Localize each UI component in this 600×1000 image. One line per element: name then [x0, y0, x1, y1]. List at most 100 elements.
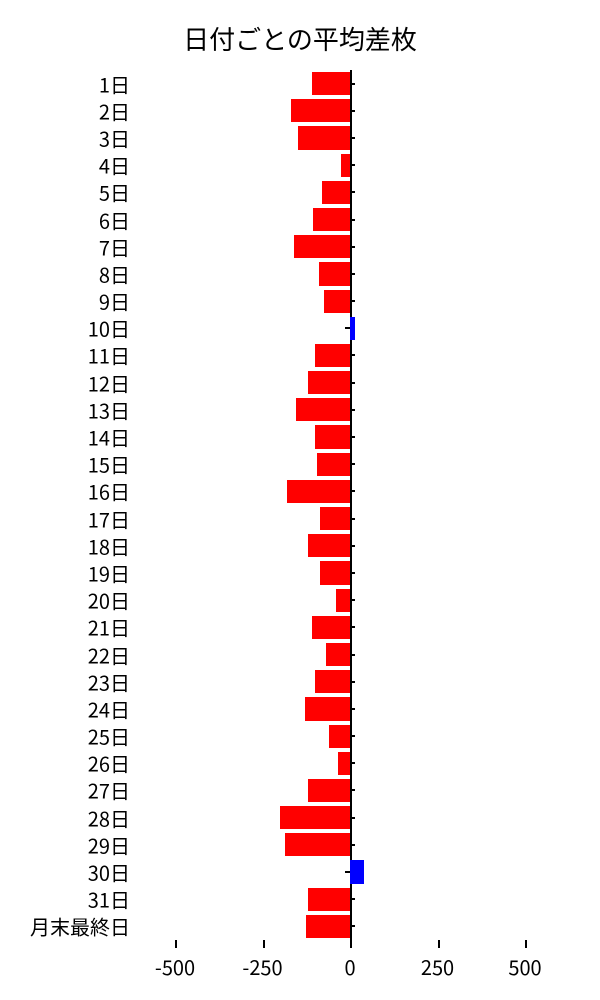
chart-row: 17日 [140, 505, 560, 532]
bar [312, 616, 351, 639]
bar [324, 290, 350, 313]
y-category-label: 1日 [99, 69, 130, 98]
y-category-label: 27日 [88, 776, 130, 805]
bar [350, 860, 364, 883]
x-tick-label: 0 [344, 952, 355, 981]
chart-row: 1日 [140, 70, 560, 97]
y-category-label: 3日 [99, 123, 130, 152]
y-category-label: 24日 [88, 694, 130, 723]
y-category-label: 18日 [88, 531, 130, 560]
chart-row: 9日 [140, 288, 560, 315]
y-category-label: 7日 [99, 232, 130, 261]
chart-row: 5日 [140, 179, 560, 206]
bar [329, 725, 350, 748]
chart-row: 11日 [140, 342, 560, 369]
y-category-label: 2日 [99, 96, 130, 125]
chart-row: 26日 [140, 750, 560, 777]
x-tick-label: 500 [508, 952, 541, 981]
y-category-label: 20日 [88, 586, 130, 615]
y-category-label: 12日 [88, 368, 130, 397]
bar [322, 181, 350, 204]
chart-container: 日付ごとの平均差枚 1日2日3日4日5日6日7日8日9日10日11日12日13日… [0, 0, 600, 1000]
chart-row: 12日 [140, 369, 560, 396]
y-category-label: 14日 [88, 423, 130, 452]
chart-row: 22日 [140, 641, 560, 668]
chart-row: 10日 [140, 315, 560, 342]
x-tick-label: 250 [421, 952, 454, 981]
y-category-label: 15日 [88, 450, 130, 479]
bar [285, 833, 350, 856]
chart-row: 19日 [140, 559, 560, 586]
bar [298, 126, 351, 149]
y-category-label: 11日 [88, 341, 130, 370]
y-category-label: 10日 [88, 314, 130, 343]
x-tick-label: -500 [155, 952, 195, 981]
bar [315, 344, 350, 367]
y-category-label: 5日 [99, 178, 130, 207]
bar [315, 670, 350, 693]
x-tick [438, 940, 440, 948]
y-category-label: 25日 [88, 722, 130, 751]
bar [308, 779, 350, 802]
bar [294, 235, 350, 258]
x-tick-label: -250 [242, 952, 282, 981]
y-category-label: 22日 [88, 640, 130, 669]
y-category-label: 30日 [88, 858, 130, 887]
bar [315, 425, 350, 448]
chart-row: 6日 [140, 206, 560, 233]
chart-row: 2日 [140, 97, 560, 124]
chart-row: 21日 [140, 614, 560, 641]
bar [308, 534, 350, 557]
bar [336, 589, 350, 612]
y-category-label: 9日 [99, 287, 130, 316]
y-category-label: 31日 [88, 885, 130, 914]
y-category-label: 29日 [88, 830, 130, 859]
y-category-label: 17日 [88, 504, 130, 533]
chart-row: 29日 [140, 831, 560, 858]
bar [308, 888, 350, 911]
chart-row: 30日 [140, 858, 560, 885]
x-axis: -500 -250 0 250 500 [140, 940, 560, 980]
bar [320, 561, 350, 584]
bar [306, 915, 350, 938]
chart-row: 3日 [140, 124, 560, 151]
chart-row: 14日 [140, 423, 560, 450]
bar [305, 697, 351, 720]
chart-row: 24日 [140, 695, 560, 722]
y-category-label: 8日 [99, 259, 130, 288]
y-category-label: 26日 [88, 749, 130, 778]
chart-row: 18日 [140, 532, 560, 559]
bar [341, 154, 350, 177]
bar [312, 72, 351, 95]
chart-row: 8日 [140, 260, 560, 287]
x-tick [175, 940, 177, 948]
y-category-label: 21日 [88, 613, 130, 642]
x-tick [350, 940, 352, 948]
bar [280, 806, 350, 829]
y-category-label: 4日 [99, 151, 130, 180]
y-category-label: 23日 [88, 667, 130, 696]
chart-row: 7日 [140, 233, 560, 260]
bar [296, 398, 350, 421]
bar [291, 99, 351, 122]
y-category-label: 16日 [88, 477, 130, 506]
chart-row: 16日 [140, 478, 560, 505]
bar [320, 507, 350, 530]
y-category-label: 13日 [88, 395, 130, 424]
chart-row: 4日 [140, 152, 560, 179]
bar [319, 262, 351, 285]
bar [313, 208, 350, 231]
y-category-label: 月末最終日 [30, 912, 130, 941]
chart-row: 13日 [140, 396, 560, 423]
chart-row: 月末最終日 [140, 913, 560, 940]
y-category-label: 6日 [99, 205, 130, 234]
chart-row: 20日 [140, 587, 560, 614]
x-tick [263, 940, 265, 948]
bar [317, 453, 350, 476]
chart-row: 25日 [140, 723, 560, 750]
bar [287, 480, 350, 503]
bar [326, 643, 351, 666]
chart-row: 23日 [140, 668, 560, 695]
chart-row: 31日 [140, 886, 560, 913]
chart-title: 日付ごとの平均差枚 [0, 20, 600, 57]
